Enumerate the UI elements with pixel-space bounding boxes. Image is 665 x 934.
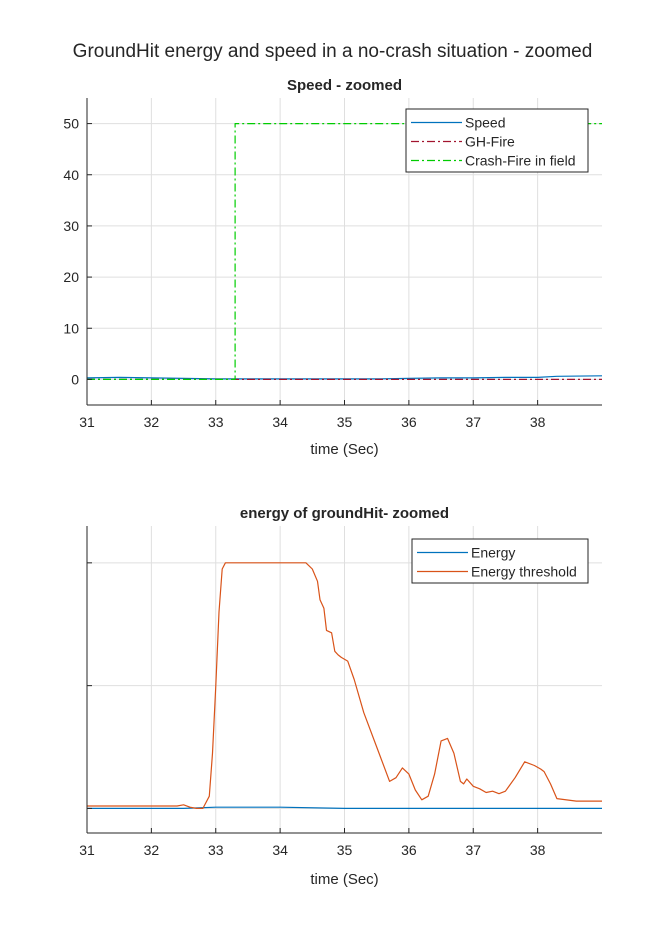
energy-series-energy-threshold: [87, 562, 602, 810]
speed-x-tick-label: 36: [401, 414, 417, 430]
speed-legend-label: Crash-Fire in field: [465, 153, 575, 169]
energy-series-energy: [87, 806, 602, 810]
energy-subplot-title: energy of groundHit- zoomed: [240, 505, 449, 522]
speed-x-tick-label: 35: [337, 414, 353, 430]
energy-x-tick-label: 36: [401, 842, 417, 858]
energy-subplot: 31 32 33 34 35 36 37 38 energy of groundHit- zoo…: [79, 505, 602, 888]
energy-x-tick-label: 38: [530, 842, 546, 858]
speed-x-axis-label: time (Sec): [310, 441, 378, 458]
speed-subplot: 31 32 33 34 35 36 37 38 0 10 20 30 40 50 Speed - zoome…: [63, 77, 602, 458]
energy-x-tick-label: 33: [208, 842, 224, 858]
speed-x-tick-label: 38: [530, 414, 546, 430]
speed-y-tick-label: 30: [63, 218, 79, 234]
speed-legend-label: GH-Fire: [465, 134, 515, 150]
speed-x-tick-label: 33: [208, 414, 224, 430]
energy-legend-box: [411, 538, 589, 584]
speed-y-tick-label: 20: [63, 269, 79, 285]
energy-x-tick-label: 34: [272, 842, 288, 858]
speed-x-tick-label: 34: [272, 414, 288, 430]
energy-x-tick-label: 31: [79, 842, 95, 858]
energy-series-group: [87, 562, 602, 810]
energy-legend-label: Energy: [471, 545, 515, 561]
speed-subplot-title: Speed - zoomed: [287, 77, 402, 94]
energy-x-tick-label: 37: [465, 842, 481, 858]
energy-x-tick-label: 35: [337, 842, 353, 858]
energy-x-tick-label: 32: [144, 842, 160, 858]
speed-legend-box: [405, 108, 589, 173]
figure-title: GroundHit energy and speed in a no-crash…: [73, 41, 593, 62]
energy-legend: Energy Energy threshold: [411, 538, 589, 584]
speed-x-tick-label: 32: [144, 414, 160, 430]
speed-legend: Speed GH-Fire Crash-Fire in field: [405, 108, 589, 173]
speed-y-tick-label: 10: [63, 320, 79, 336]
speed-y-tick-label: 50: [63, 116, 79, 132]
speed-y-tick-label: 0: [71, 371, 79, 387]
speed-legend-label: Speed: [465, 115, 505, 131]
energy-legend-label: Energy threshold: [471, 564, 577, 580]
speed-x-tick-label: 37: [465, 414, 481, 430]
speed-x-tick-label: 31: [79, 414, 95, 430]
energy-x-axis-label: time (Sec): [310, 871, 378, 888]
speed-y-tick-label: 40: [63, 167, 79, 183]
